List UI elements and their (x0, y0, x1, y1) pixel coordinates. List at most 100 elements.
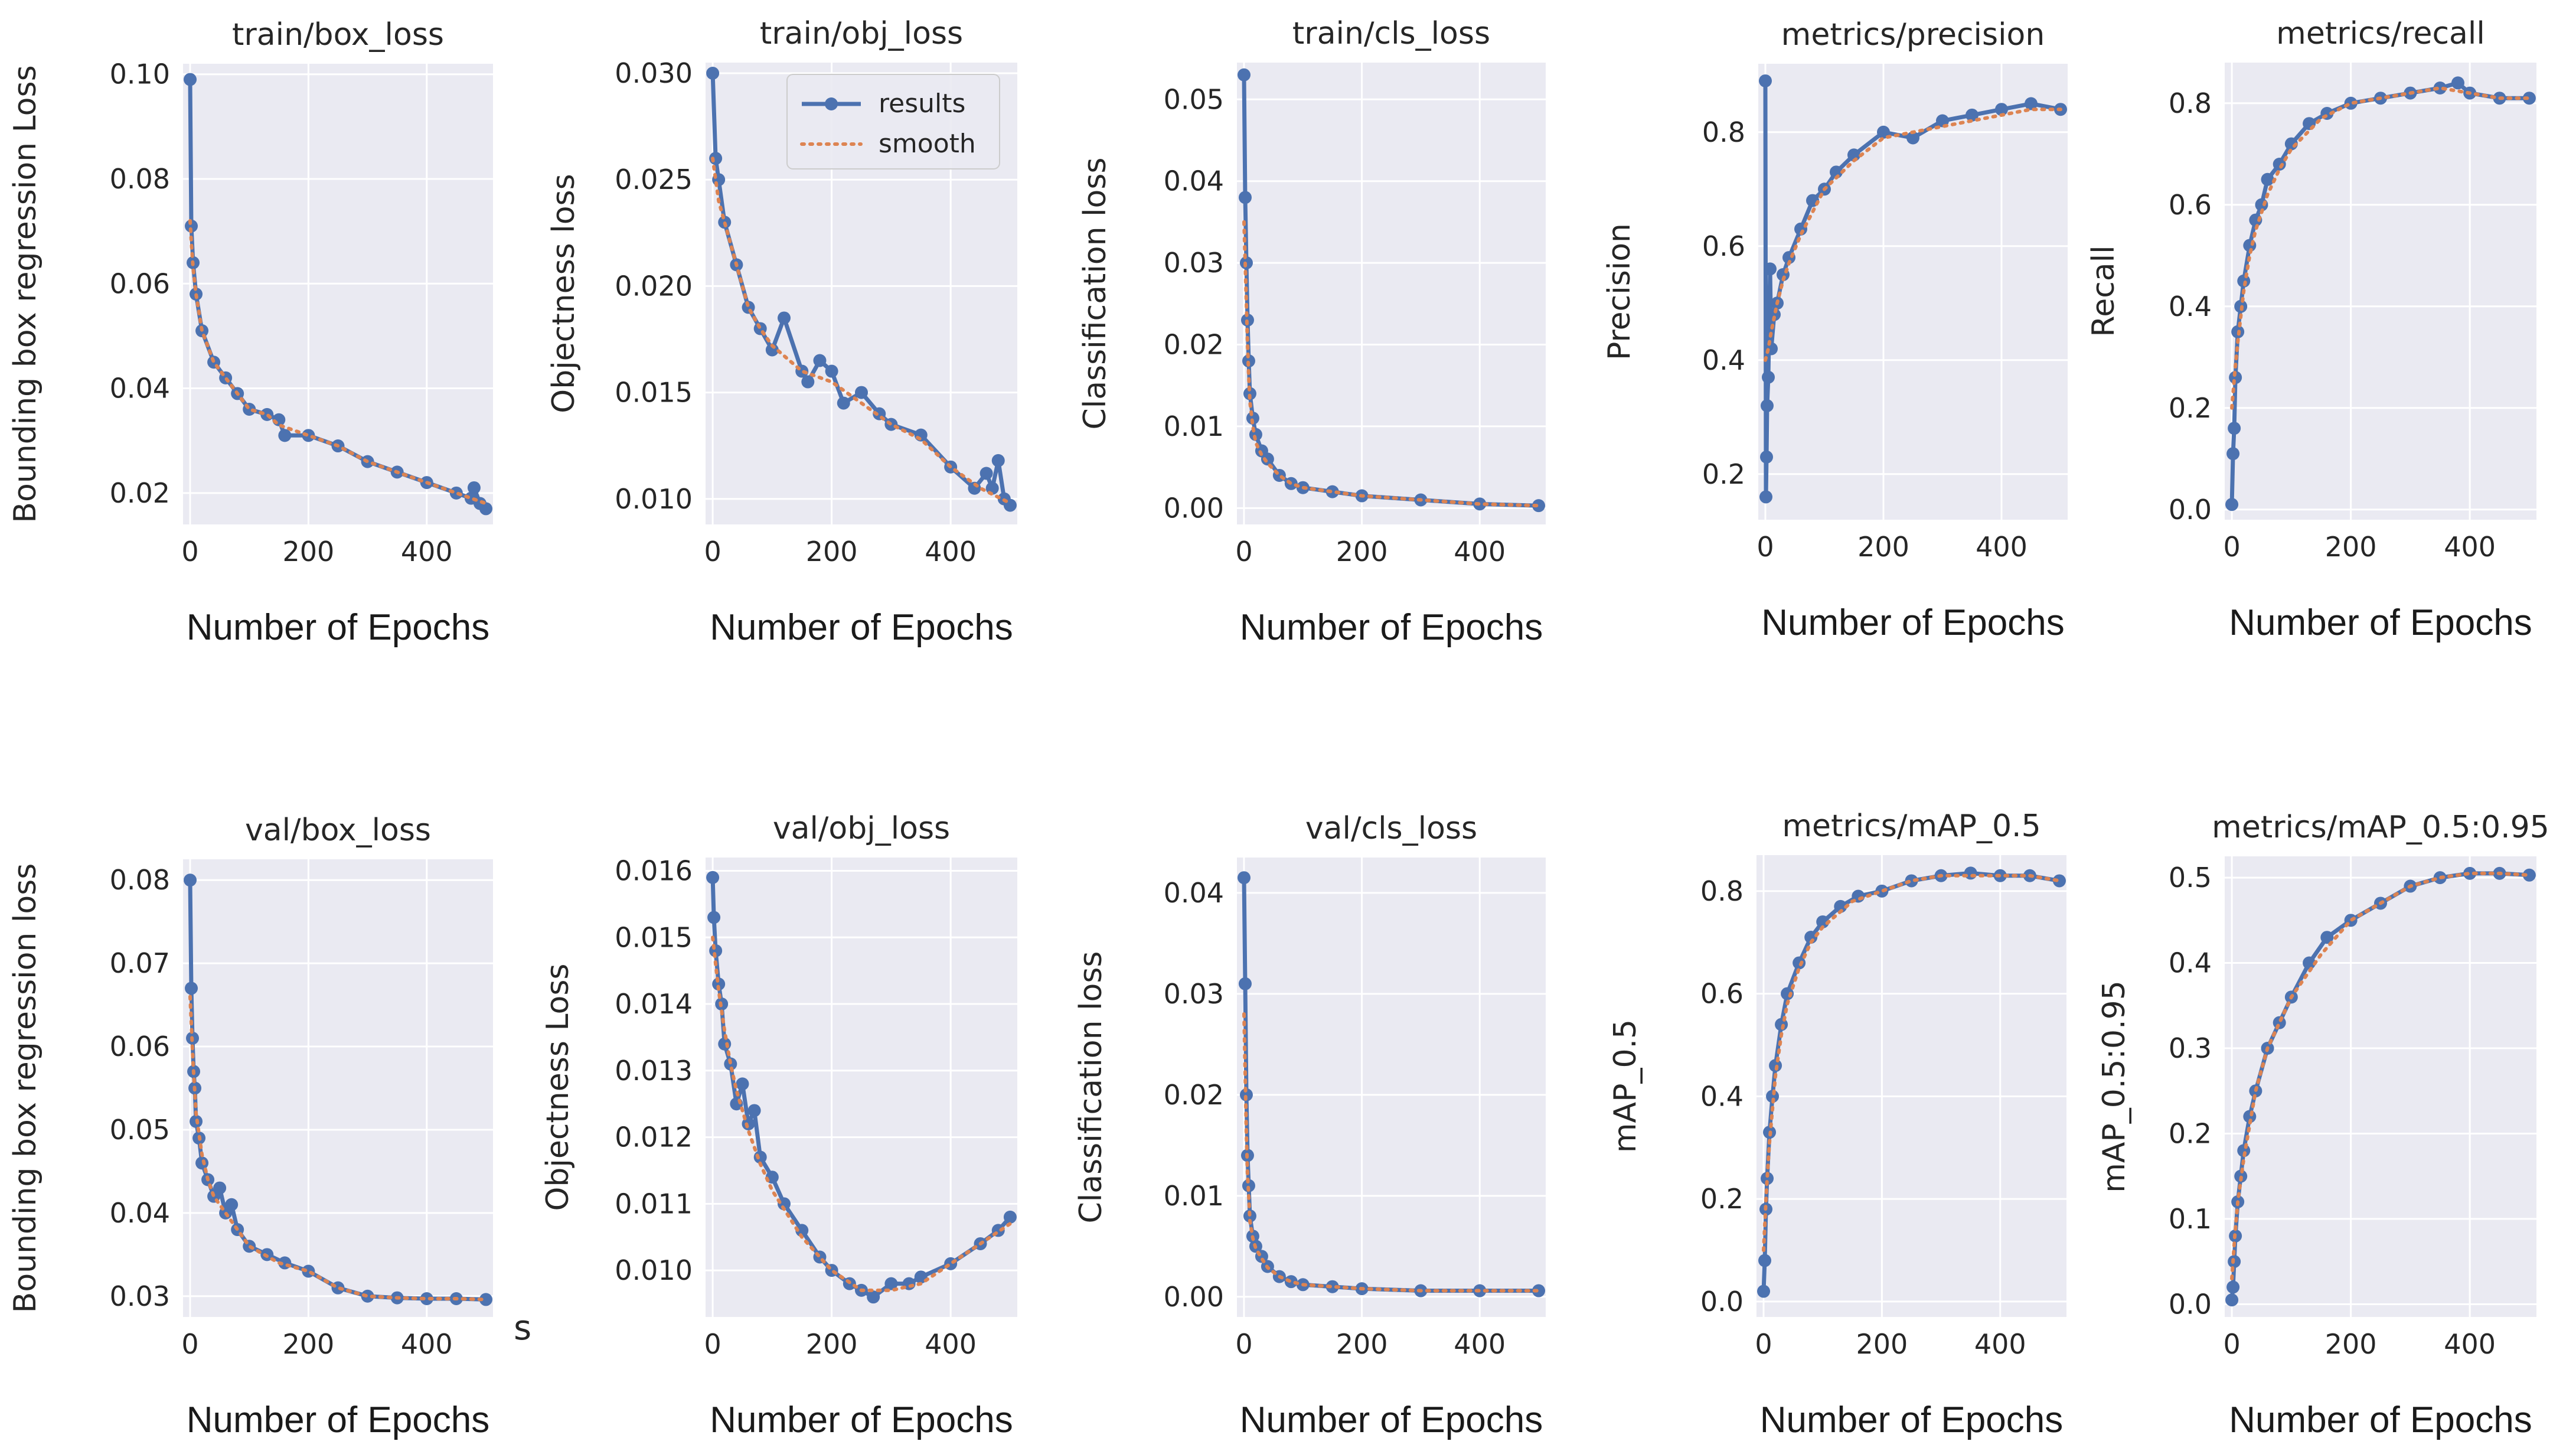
x-axis-label: Number of Epochs (2229, 602, 2532, 643)
y-tick-label: 0.8 (1700, 875, 1744, 907)
y-tick-label: 0.4 (2169, 947, 2212, 979)
y-tick-label: 0.4 (1700, 1080, 1744, 1112)
y-tick-label: 0.4 (2169, 291, 2212, 322)
chart-title: val/obj_loss (773, 811, 950, 846)
results-point (449, 486, 463, 500)
x-tick-label: 200 (2325, 531, 2377, 563)
stray-text: s (514, 1308, 531, 1348)
chart-title: metrics/mAP_0.5 (1782, 808, 2040, 844)
results-point (1766, 1090, 1780, 1103)
results-point (302, 429, 315, 442)
smooth-series-line (1242, 220, 1540, 508)
results-point (706, 67, 720, 80)
x-tick-label: 400 (1454, 536, 1506, 568)
results-point (736, 1077, 749, 1091)
y-axis-label: Classification loss (1078, 157, 1113, 429)
results-point (1237, 871, 1251, 885)
x-axis-label: Number of Epochs (1760, 1400, 2063, 1440)
results-point (2273, 1016, 2286, 1029)
y-tick-label: 0.012 (615, 1121, 693, 1153)
chart-panel-2: train/obj_loss 0 200 400 0.010 0.015 0.020 0.02… (546, 16, 1017, 648)
x-tick-label: 400 (1454, 1328, 1506, 1360)
x-tick-label: 400 (1976, 531, 2028, 563)
y-tick-label: 0.6 (1702, 230, 1745, 262)
results-point (467, 481, 481, 494)
y-axis-label: Classification loss (1073, 951, 1109, 1223)
results-point (1758, 1254, 1772, 1267)
results-point (1243, 387, 1256, 400)
y-tick-label: 0.016 (615, 855, 693, 887)
plot-background (1237, 63, 1546, 524)
x-tick-label: 200 (2325, 1328, 2377, 1360)
smooth-series-line (1762, 873, 2061, 1252)
y-tick-label: 0.015 (615, 921, 693, 953)
legend-box (786, 74, 1000, 169)
results-point (2225, 498, 2239, 511)
results-point (1761, 1172, 1774, 1185)
legend-results-marker (825, 97, 838, 110)
x-tick-label: 0 (704, 536, 721, 568)
y-tick-label: 0.04 (1164, 877, 1224, 909)
y-tick-label: 0.05 (1164, 83, 1224, 115)
legend-results-label: results (879, 89, 965, 119)
y-tick-label: 0.020 (615, 270, 693, 302)
results-point (1261, 452, 1274, 466)
x-axis-label: Number of Epochs (710, 1400, 1013, 1440)
results-point (2451, 76, 2464, 90)
results-point (1816, 915, 1830, 928)
y-tick-label: 0.06 (110, 268, 170, 299)
results-point (778, 1197, 791, 1211)
chart-panel-7: val/obj_loss 0 200 400 0.010 0.011 0.012 0.013 0… (540, 811, 1017, 1440)
results-point (1762, 370, 1775, 384)
y-tick-label: 0.030 (615, 57, 693, 89)
x-axis-label: Number of Epochs (1240, 1400, 1543, 1440)
y-tick-label: 0.00 (1164, 492, 1224, 524)
y-tick-label: 0.03 (1164, 247, 1224, 279)
results-point (1759, 490, 1772, 504)
y-tick-label: 0.06 (110, 1031, 170, 1062)
results-point (1532, 1284, 1546, 1297)
results-point (2225, 1293, 2239, 1307)
results-point (1237, 68, 1251, 81)
chart-panel-8: val/cls_loss 0 200 400 0.00 0.01 0.02 0.03 0.04 C… (1073, 811, 1546, 1440)
y-tick-label: 0.04 (110, 373, 170, 405)
y-tick-label: 0.10 (110, 58, 170, 90)
x-tick-label: 0 (704, 1328, 721, 1360)
x-tick-label: 400 (2444, 531, 2496, 563)
results-point (867, 1290, 880, 1304)
results-point (2229, 371, 2242, 384)
results-point (1995, 103, 2008, 116)
results-point (479, 1293, 492, 1306)
chart-panel-4: metrics/precision 0 200 400 0.2 0.4 0.6 0.8 Prec… (1602, 17, 2068, 643)
results-point (2025, 97, 2038, 110)
y-tick-label: 0.02 (110, 477, 170, 509)
x-tick-label: 0 (2223, 531, 2240, 563)
y-tick-label: 0.2 (1702, 458, 1745, 490)
y-tick-label: 0.3 (2169, 1032, 2212, 1064)
results-point (837, 396, 850, 410)
y-tick-label: 0.013 (615, 1055, 693, 1087)
results-point (2226, 1280, 2240, 1294)
results-point (747, 1104, 761, 1117)
smooth-series-line (188, 995, 488, 1302)
results-point (1532, 499, 1546, 513)
results-point (2522, 92, 2536, 105)
y-tick-label: 0.011 (615, 1188, 693, 1220)
results-point (2052, 874, 2066, 888)
results-point (225, 1198, 239, 1211)
y-tick-label: 0.0 (2169, 1288, 2212, 1320)
y-tick-label: 0.01 (1164, 410, 1224, 442)
results-point (184, 73, 197, 86)
x-tick-label: 0 (2223, 1328, 2240, 1360)
results-point (185, 219, 198, 233)
results-point (184, 873, 197, 887)
results-point (1793, 956, 1806, 970)
results-point (1759, 74, 1772, 87)
chart-panel-6: val/box_loss 0 200 400 0.03 0.04 0.05 0.06 0.07 0… (8, 813, 493, 1440)
y-tick-label: 0.02 (1164, 329, 1224, 361)
y-tick-label: 0.6 (2169, 189, 2212, 221)
smooth-series-line (1242, 1012, 1540, 1293)
legend-smooth-label: smooth (879, 129, 976, 159)
results-point (795, 1224, 809, 1237)
results-point (825, 364, 838, 378)
